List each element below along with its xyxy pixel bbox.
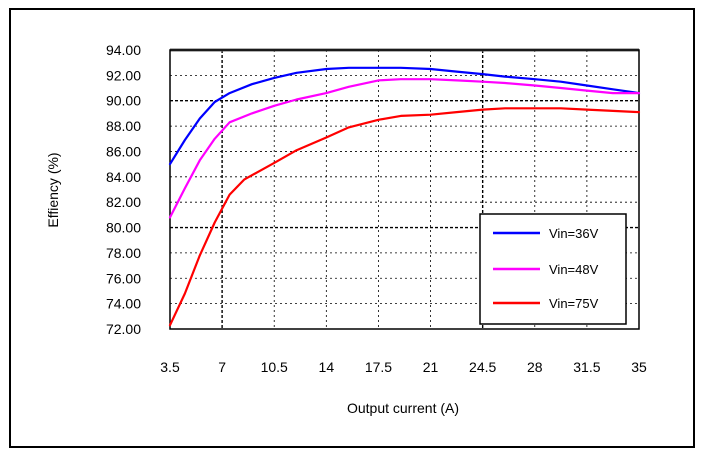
y-tick-label: 74.00 [106, 296, 141, 312]
y-tick-label: 86.00 [106, 143, 141, 159]
y-tick-label: 78.00 [106, 245, 141, 261]
y-tick-label: 76.00 [106, 270, 141, 286]
series-layer [168, 66, 641, 327]
legend-label: Vin=75V [549, 296, 599, 311]
y-tick-label: 82.00 [106, 194, 141, 210]
x-tick-label: 28 [527, 359, 543, 375]
y-tick-label: 94.00 [106, 42, 141, 58]
legend-label: Vin=36V [549, 226, 599, 241]
x-tick-label: 7 [218, 359, 226, 375]
x-tick-label: 10.5 [261, 359, 288, 375]
y-tick-label: 90.00 [106, 93, 141, 109]
x-tick-label: 35 [631, 359, 647, 375]
x-tick-label: 24.5 [469, 359, 496, 375]
x-tick-labels: 3.5 7 10.5 14 17.5 21 24.5 28 31.5 35 [160, 359, 647, 375]
y-tick-labels: 72.00 74.00 76.00 78.00 80.00 82.00 84.00 86.00… [106, 42, 141, 337]
series-line-1 [168, 66, 641, 166]
x-tick-label: 3.5 [160, 359, 180, 375]
legend-label: Vin=48V [549, 262, 599, 277]
x-tick-label: 17.5 [365, 359, 392, 375]
y-tick-label: 88.00 [106, 118, 141, 134]
x-tick-label: 21 [423, 359, 439, 375]
legend: Vin=36V Vin=48V Vin=75V [479, 213, 627, 325]
y-tick-label: 80.00 [106, 220, 141, 236]
x-tick-label: 31.5 [573, 359, 600, 375]
y-tick-label: 92.00 [106, 67, 141, 83]
y-tick-label: 84.00 [106, 169, 141, 185]
y-tick-label: 72.00 [106, 321, 141, 337]
series-line-3 [168, 107, 641, 327]
x-axis-label: Output current (A) [347, 400, 459, 416]
plot-area-border [169, 49, 640, 330]
series-line-2 [168, 78, 641, 219]
x-tick-label: 14 [319, 359, 335, 375]
y-axis-label: Effiency (%) [45, 152, 61, 227]
